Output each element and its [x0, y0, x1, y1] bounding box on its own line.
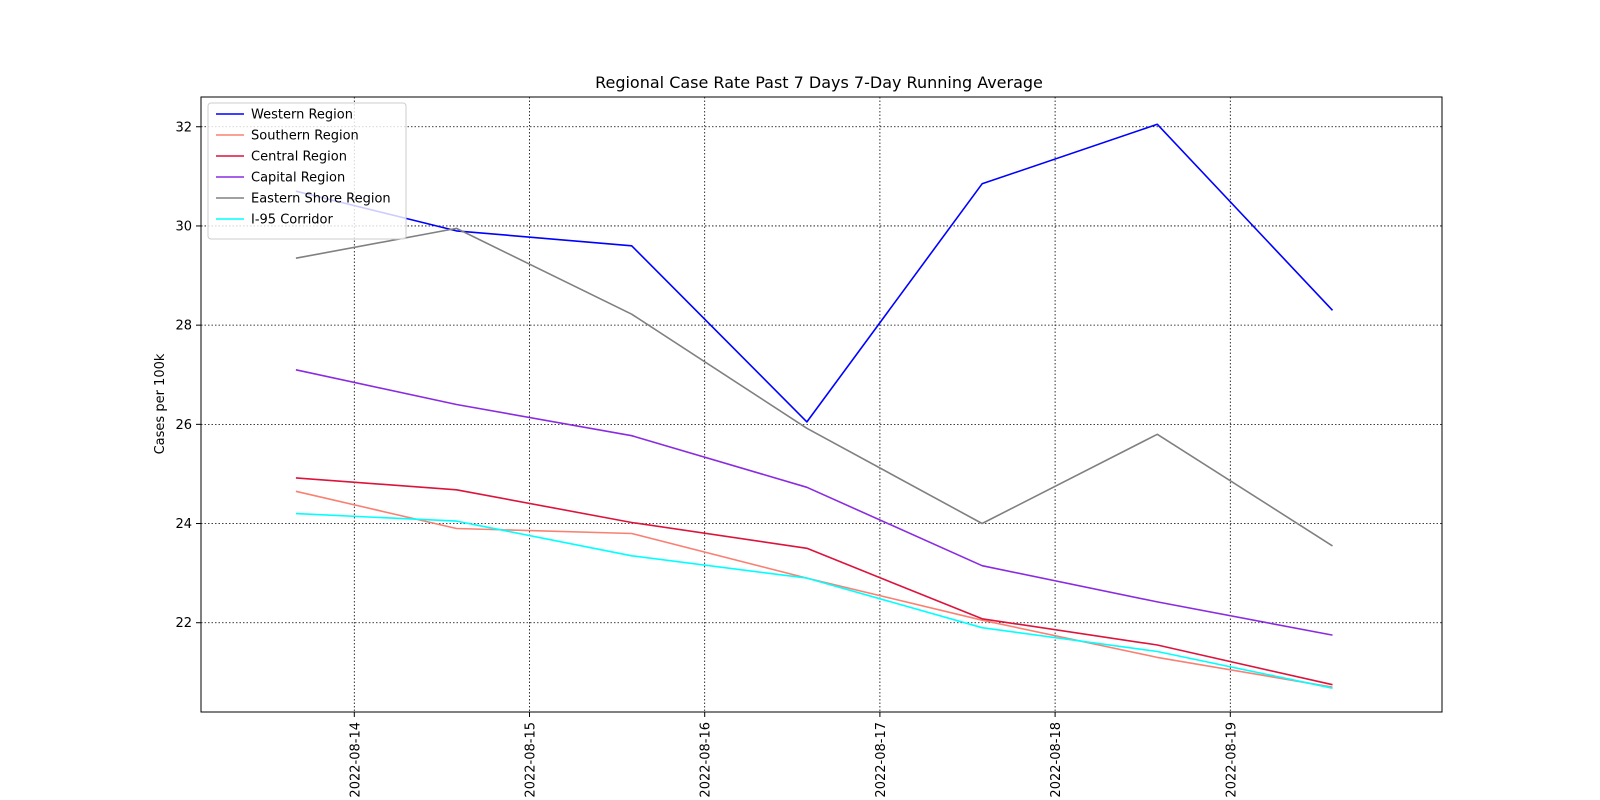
series-line-western-region	[295, 123, 1334, 423]
x-axis-ticks: 2022-08-14 2022-08-15 2022-08-16 2022-08-17…	[348, 712, 1239, 798]
y-tick-label: 26	[175, 418, 192, 433]
legend-entry: Central Region	[251, 150, 347, 165]
legend-entry: Southern Region	[251, 129, 359, 144]
plot-frame	[200, 96, 1443, 713]
y-axis-ticks: 22 24 26 28 30 32	[175, 120, 201, 631]
y-tick-label: 32	[175, 120, 192, 135]
chart-title: Regional Case Rate Past 7 Days 7-Day Run…	[595, 73, 1043, 92]
series-lines	[295, 123, 1334, 689]
x-tick-label: 2022-08-19	[1224, 722, 1239, 798]
y-tick-label: 24	[175, 517, 192, 532]
legend-entry: Eastern Shore Region	[251, 192, 391, 207]
x-tick-label: 2022-08-14	[348, 722, 363, 798]
legend-entry: Capital Region	[251, 171, 345, 186]
series-line-i-95-corridor	[295, 512, 1333, 689]
y-axis-label: Cases per 100k	[153, 353, 168, 454]
y-tick-label: 28	[175, 319, 192, 334]
grid	[201, 97, 1442, 712]
legend-box	[207, 102, 407, 240]
y-tick-label: 22	[175, 616, 192, 631]
x-tick-label: 2022-08-18	[1049, 722, 1064, 798]
y-tick-label: 30	[175, 219, 192, 234]
series-line-capital-region	[295, 369, 1333, 636]
legend-entry: Western Region	[251, 108, 353, 123]
x-tick-label: 2022-08-16	[699, 722, 714, 798]
x-tick-label: 2022-08-15	[524, 722, 539, 798]
series-line-central-region	[295, 477, 1333, 686]
series-line-eastern-shore-region	[295, 227, 1333, 547]
legend-entry: I-95 Corridor	[251, 213, 334, 228]
legend: Western Region Southern Region Central Reg…	[207, 102, 407, 240]
x-tick-label: 2022-08-17	[874, 722, 889, 798]
